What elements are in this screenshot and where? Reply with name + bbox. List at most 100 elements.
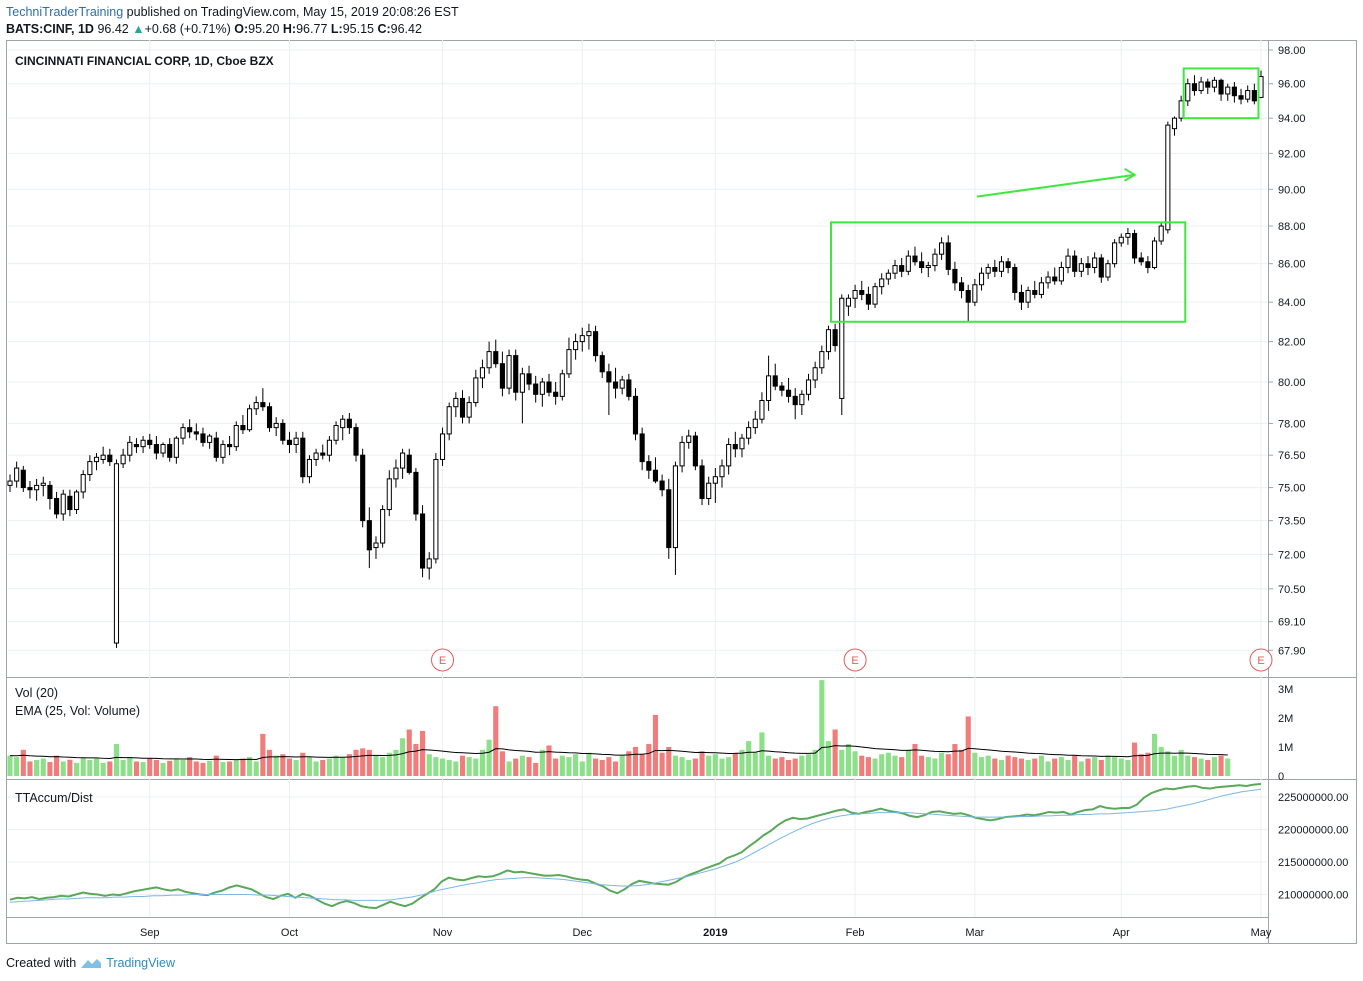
candle [140, 436, 146, 454]
candle-body [173, 437, 179, 458]
candle [546, 373, 552, 397]
volume-bar [459, 755, 466, 776]
volume-bar [7, 755, 13, 776]
volume-bar [732, 752, 738, 776]
candle-body [439, 433, 446, 460]
candle [426, 552, 432, 580]
candle [120, 448, 126, 469]
candle [60, 489, 66, 521]
price-tick-label: 82.00 [1278, 337, 1306, 349]
candle [652, 457, 659, 484]
candle-body [932, 253, 938, 267]
candle-body [340, 418, 346, 429]
time-tick-label: Dec [572, 927, 592, 939]
candle [280, 419, 286, 445]
footer: Created with TradingView [6, 956, 175, 970]
candle-body [632, 395, 639, 435]
volume-bar [340, 757, 346, 776]
candle [34, 478, 40, 501]
candle [1145, 256, 1151, 274]
candle [612, 367, 619, 399]
volume-ema-line [9, 745, 1228, 761]
volume-bar [1191, 757, 1198, 776]
candle [905, 250, 911, 276]
volume-bar [573, 754, 579, 776]
candle [1218, 78, 1224, 101]
volume-bar [752, 752, 758, 776]
volume-bar [300, 752, 306, 776]
candle [1231, 82, 1237, 103]
candle-body [958, 282, 965, 292]
candle [446, 402, 452, 441]
publisher-link[interactable]: TechniTraderTraining [6, 5, 124, 19]
trend-arrow-line [976, 173, 1135, 198]
volume-bar [426, 754, 432, 776]
chart-canvas[interactable]: Sep Oct Nov Dec 2019 Feb Mar Apr May 98.00 96.00 94… [0, 0, 1363, 950]
volume-bar [293, 760, 299, 776]
volume-bar [213, 755, 219, 776]
candle [686, 429, 692, 449]
volume-bar [958, 749, 965, 776]
price-tick-label: 70.50 [1278, 584, 1306, 596]
volume-panel-label: Vol (20) [15, 686, 58, 700]
candle-body [546, 381, 552, 393]
candle-body [47, 484, 53, 500]
volume-bar [905, 749, 911, 776]
candle-body [160, 444, 166, 454]
candle [672, 461, 678, 575]
volume-bar [260, 733, 266, 776]
candle [340, 415, 346, 441]
volume-bar [479, 749, 486, 776]
candle [1158, 222, 1164, 245]
price-tick-label: 98.00 [1278, 45, 1306, 57]
candle-body [1005, 261, 1011, 268]
candle [473, 369, 479, 407]
volume-bar [1158, 746, 1164, 776]
volume-bar [812, 749, 818, 776]
price-tick-label: 90.00 [1278, 184, 1306, 196]
candle [1138, 252, 1144, 266]
candle [513, 349, 519, 401]
candle [832, 323, 838, 352]
symbol-label: BATS:CINF, 1D [6, 22, 94, 36]
volume-bar [779, 757, 785, 776]
candle-body [180, 427, 186, 439]
high-label: H: [282, 22, 297, 36]
candle [825, 325, 832, 360]
volume-bar [612, 761, 619, 776]
candle [619, 375, 625, 395]
candle-body [612, 381, 619, 389]
candle [772, 363, 778, 391]
price-tick-label: 96.00 [1278, 79, 1306, 91]
trend-arrow-head [1124, 167, 1137, 182]
volume-bar [852, 751, 858, 776]
candle [187, 419, 193, 439]
candle-body [626, 379, 632, 397]
candle [1038, 277, 1044, 299]
candle [393, 459, 399, 488]
volume-bar [686, 760, 692, 776]
candle-body [27, 487, 33, 491]
candle-body [1072, 255, 1078, 272]
volume-bar [80, 757, 86, 776]
candle [40, 476, 46, 497]
candle [413, 468, 419, 521]
volume-bar [672, 755, 678, 776]
candle [200, 427, 206, 447]
candle [153, 436, 159, 460]
volume-bar [120, 760, 126, 776]
volume-bar [799, 755, 805, 776]
volume-bar [952, 744, 958, 776]
candle-body [599, 355, 605, 373]
volume-bar [200, 762, 206, 776]
tradingview-link[interactable]: TradingView [106, 956, 175, 970]
candle [193, 423, 199, 441]
volume-bar [586, 752, 592, 776]
volume-bar [439, 758, 446, 776]
volume-bar [546, 745, 552, 776]
candle-body [1165, 124, 1171, 231]
candle [1225, 83, 1231, 101]
candle [845, 294, 851, 316]
volume-bar [233, 760, 239, 776]
volume-bar [899, 757, 905, 776]
